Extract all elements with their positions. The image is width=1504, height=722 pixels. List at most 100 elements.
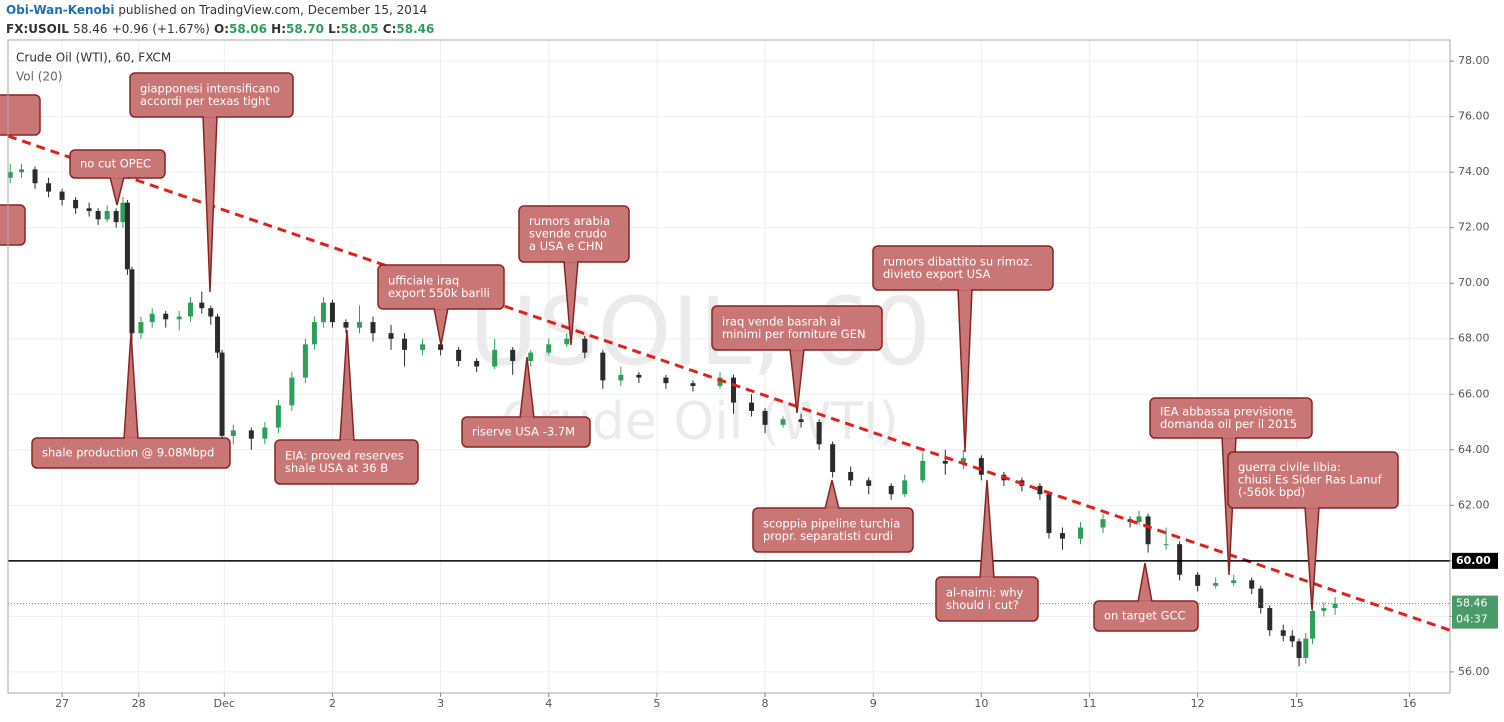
candle-body xyxy=(113,211,119,223)
low: 58.05 xyxy=(341,22,379,36)
candle-body xyxy=(1059,533,1065,539)
y-tick-label: 72.00 xyxy=(1458,221,1490,234)
x-tick-label: 10 xyxy=(974,697,988,710)
candle-body xyxy=(86,208,92,212)
close: 58.46 xyxy=(396,22,434,36)
candle-body xyxy=(1037,485,1043,495)
candle-body xyxy=(46,183,52,192)
annotation-text: rumors dibattito su rimoz. xyxy=(883,254,1033,268)
candle-body xyxy=(762,410,768,425)
plot xyxy=(7,134,1451,667)
annotation-text: on target GCC xyxy=(1104,609,1186,623)
x-tick-label: Dec xyxy=(214,697,235,710)
annotation: rumors dibattito su rimoz.divieto export… xyxy=(872,245,1054,453)
y-tick-label: 70.00 xyxy=(1458,276,1490,289)
candle-body xyxy=(129,269,135,334)
candle-body xyxy=(230,430,236,436)
candle-body xyxy=(73,199,79,209)
x-tick-label: 8 xyxy=(762,697,769,710)
candle-body xyxy=(311,322,317,345)
candle-body xyxy=(138,322,144,334)
candle-body xyxy=(275,405,281,428)
y-tick-label: 64.00 xyxy=(1458,443,1490,456)
candle-body xyxy=(848,472,854,481)
annotation-text: no cut OPEC xyxy=(80,157,151,171)
y-tick-label: 74.00 xyxy=(1458,165,1490,178)
candle-body xyxy=(492,349,498,367)
candle-body xyxy=(1145,516,1151,545)
change: +0.96 (+1.67%) xyxy=(112,22,210,36)
annotation-text: scoppia pipeline turchia xyxy=(763,516,900,530)
annotation: no cut OPEC xyxy=(69,149,166,206)
candle-body xyxy=(124,202,130,270)
candle-body xyxy=(1163,544,1169,546)
annotation-text: al-naimi: why xyxy=(946,585,1024,599)
candle-body xyxy=(370,322,376,334)
candle-body xyxy=(600,352,606,381)
annotation-box xyxy=(0,204,26,246)
annotation-text: rumors arabia xyxy=(529,214,610,228)
candle-body xyxy=(356,322,362,328)
axes: 56.0058.0060.0062.0064.0066.0068.0070.00… xyxy=(0,54,1504,722)
author[interactable]: Obi-Wan-Kenobi xyxy=(6,3,115,17)
symbol: FX:USOIL xyxy=(6,22,69,36)
x-tick-label: 4 xyxy=(545,697,552,710)
x-tick-label: 12 xyxy=(1191,697,1205,710)
y-tick-label: 68.00 xyxy=(1458,332,1490,345)
candle-body xyxy=(717,377,723,386)
candle-body xyxy=(1249,580,1255,589)
x-tick-label: 15 xyxy=(1290,697,1304,710)
candle-body xyxy=(546,344,552,353)
candle-body xyxy=(920,460,926,481)
candle-body xyxy=(528,352,534,361)
header-bg xyxy=(0,0,1504,40)
annotation-box xyxy=(0,94,41,136)
candle-body xyxy=(262,427,268,439)
hline-tag-label: 60.00 xyxy=(1456,554,1491,567)
candle-body xyxy=(663,377,669,384)
x-tick-label: 9 xyxy=(870,697,877,710)
candle-body xyxy=(1213,583,1219,586)
hline-tag xyxy=(1452,552,1498,569)
annotation-text: minimi per forniture GEN xyxy=(722,327,866,341)
x-axis-bg xyxy=(0,694,1504,722)
candle-body xyxy=(1100,519,1106,528)
annotation: riserve USA -3.7M xyxy=(461,356,591,448)
candle-body xyxy=(302,344,308,378)
annotation-text: iraq vende basrah ai xyxy=(722,314,840,328)
y-tick-label: 78.00 xyxy=(1458,54,1490,67)
annotation-text: giapponesi intensificano xyxy=(140,81,280,95)
annotation-text: domanda oil per il 2015 xyxy=(1160,417,1297,431)
annotation-text: EIA: proved reserves xyxy=(285,448,404,462)
header-line: Obi-Wan-Kenobi published on TradingView.… xyxy=(6,3,427,17)
candle-body xyxy=(1177,544,1183,575)
high: 58.70 xyxy=(286,22,324,36)
candle-body xyxy=(329,302,335,323)
annotation: shale production @ 9.08Mbpd xyxy=(31,332,231,469)
candle-body xyxy=(320,302,326,323)
annotation-text: IEA abbassa previsione xyxy=(1160,404,1293,418)
annotation-text: svende crudo xyxy=(529,227,607,241)
candle-body xyxy=(888,485,894,495)
o-label: O: xyxy=(214,22,229,36)
x-tick-label: 5 xyxy=(653,697,660,710)
annotation: guerra civile libia:chiusi Es Sider Ras … xyxy=(1227,451,1399,611)
candle-body xyxy=(1267,608,1273,631)
candle-body xyxy=(1310,610,1316,639)
candle-body xyxy=(420,344,426,350)
countdown-label: 04:37 xyxy=(1456,613,1488,626)
candle-body xyxy=(402,338,408,350)
x-tick-label: 16 xyxy=(1402,697,1416,710)
candle-body xyxy=(780,419,786,425)
candle-body xyxy=(95,211,101,220)
candle-body xyxy=(456,349,462,361)
candle-body xyxy=(104,211,110,220)
